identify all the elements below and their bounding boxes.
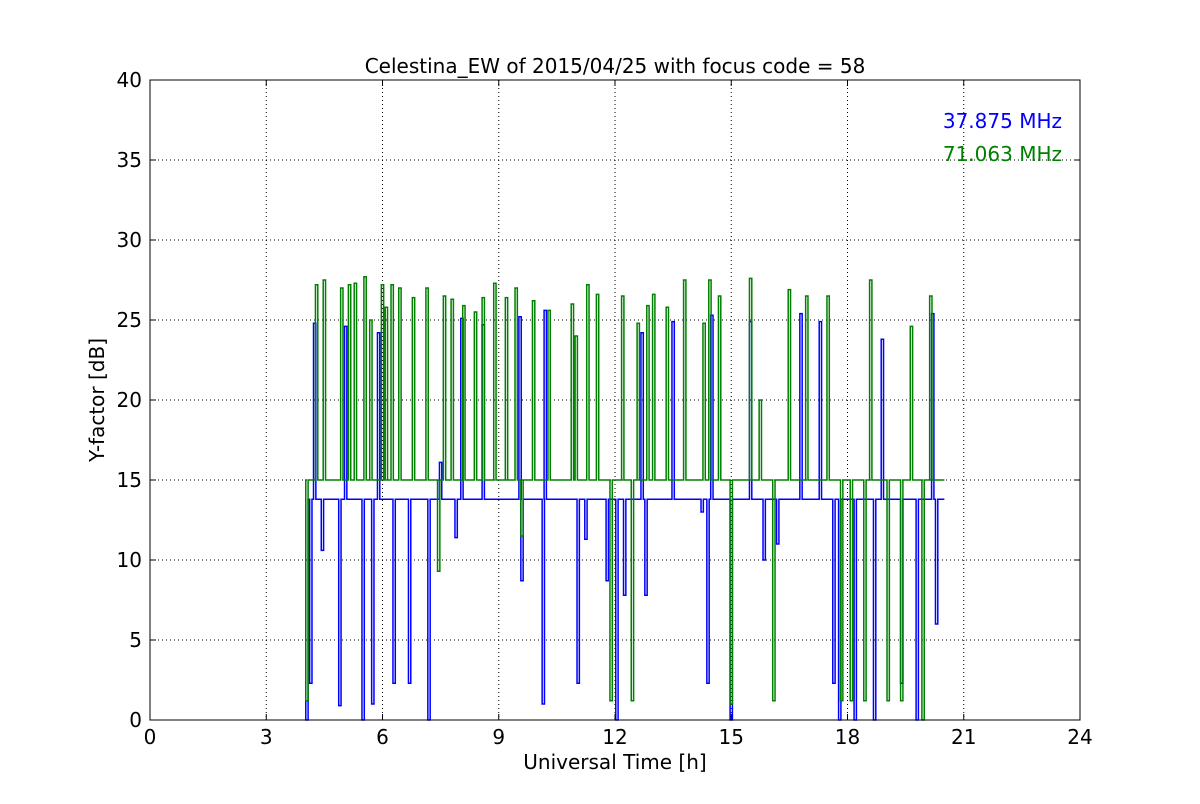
y-tick-label: 0 (129, 708, 142, 732)
x-tick-label: 3 (260, 725, 273, 749)
x-tick-label: 9 (492, 725, 505, 749)
x-tick-label: 0 (144, 725, 157, 749)
series-line (305, 276, 945, 721)
x-tick-label: 21 (951, 725, 976, 749)
legend-entry: 37.875 MHz (943, 109, 1062, 133)
y-tick-label: 5 (129, 628, 142, 652)
y-tick-label: 15 (117, 468, 142, 492)
x-tick-label: 18 (835, 725, 860, 749)
x-tick-label: 12 (602, 725, 627, 749)
series-1 (305, 276, 945, 721)
y-tick-label: 30 (117, 228, 142, 252)
y-tick-label: 10 (117, 548, 142, 572)
y-tick-label: 35 (117, 148, 142, 172)
x-tick-label: 24 (1067, 725, 1092, 749)
y-tick-label: 20 (117, 388, 142, 412)
y-tick-label: 40 (117, 68, 142, 92)
y-tick-label: 25 (117, 308, 142, 332)
x-tick-label: 15 (719, 725, 744, 749)
x-axis-label: Universal Time [h] (523, 750, 706, 774)
tick-layer: 0 3 6 9 12 15 18 21 24 0 5 10 15 20 25 30 35 40 (117, 68, 1093, 749)
y-axis-label: Y-factor [dB] (85, 338, 109, 463)
legend-entry: 71.063 MHz (943, 142, 1062, 166)
x-tick-label: 6 (376, 725, 389, 749)
chart-title: Celestina_EW of 2015/04/25 with focus co… (365, 54, 866, 78)
legend-layer: 37.875 MHz 71.063 MHz (943, 109, 1062, 166)
